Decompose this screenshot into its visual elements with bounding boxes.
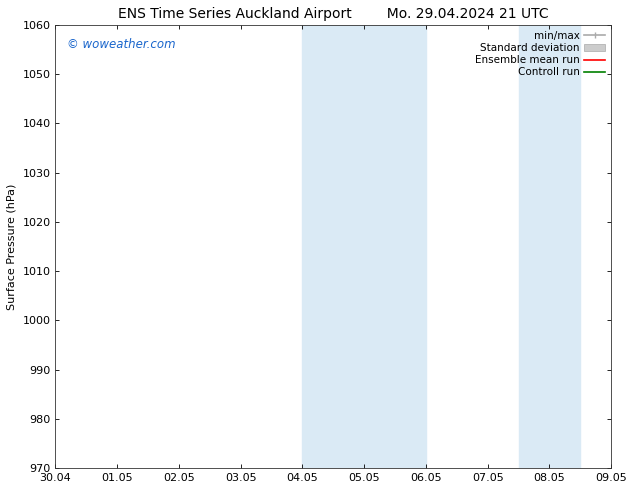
Bar	[519, 25, 580, 468]
Legend: min/max, Standard deviation, Ensemble mean run, Controll run: min/max, Standard deviation, Ensemble me…	[471, 27, 609, 81]
Bar	[302, 25, 426, 468]
Y-axis label: Surface Pressure (hPa): Surface Pressure (hPa)	[7, 183, 17, 310]
Title: ENS Time Series Auckland Airport        Mo. 29.04.2024 21 UTC: ENS Time Series Auckland Airport Mo. 29.…	[118, 7, 548, 21]
Text: © woweather.com: © woweather.com	[67, 38, 175, 51]
